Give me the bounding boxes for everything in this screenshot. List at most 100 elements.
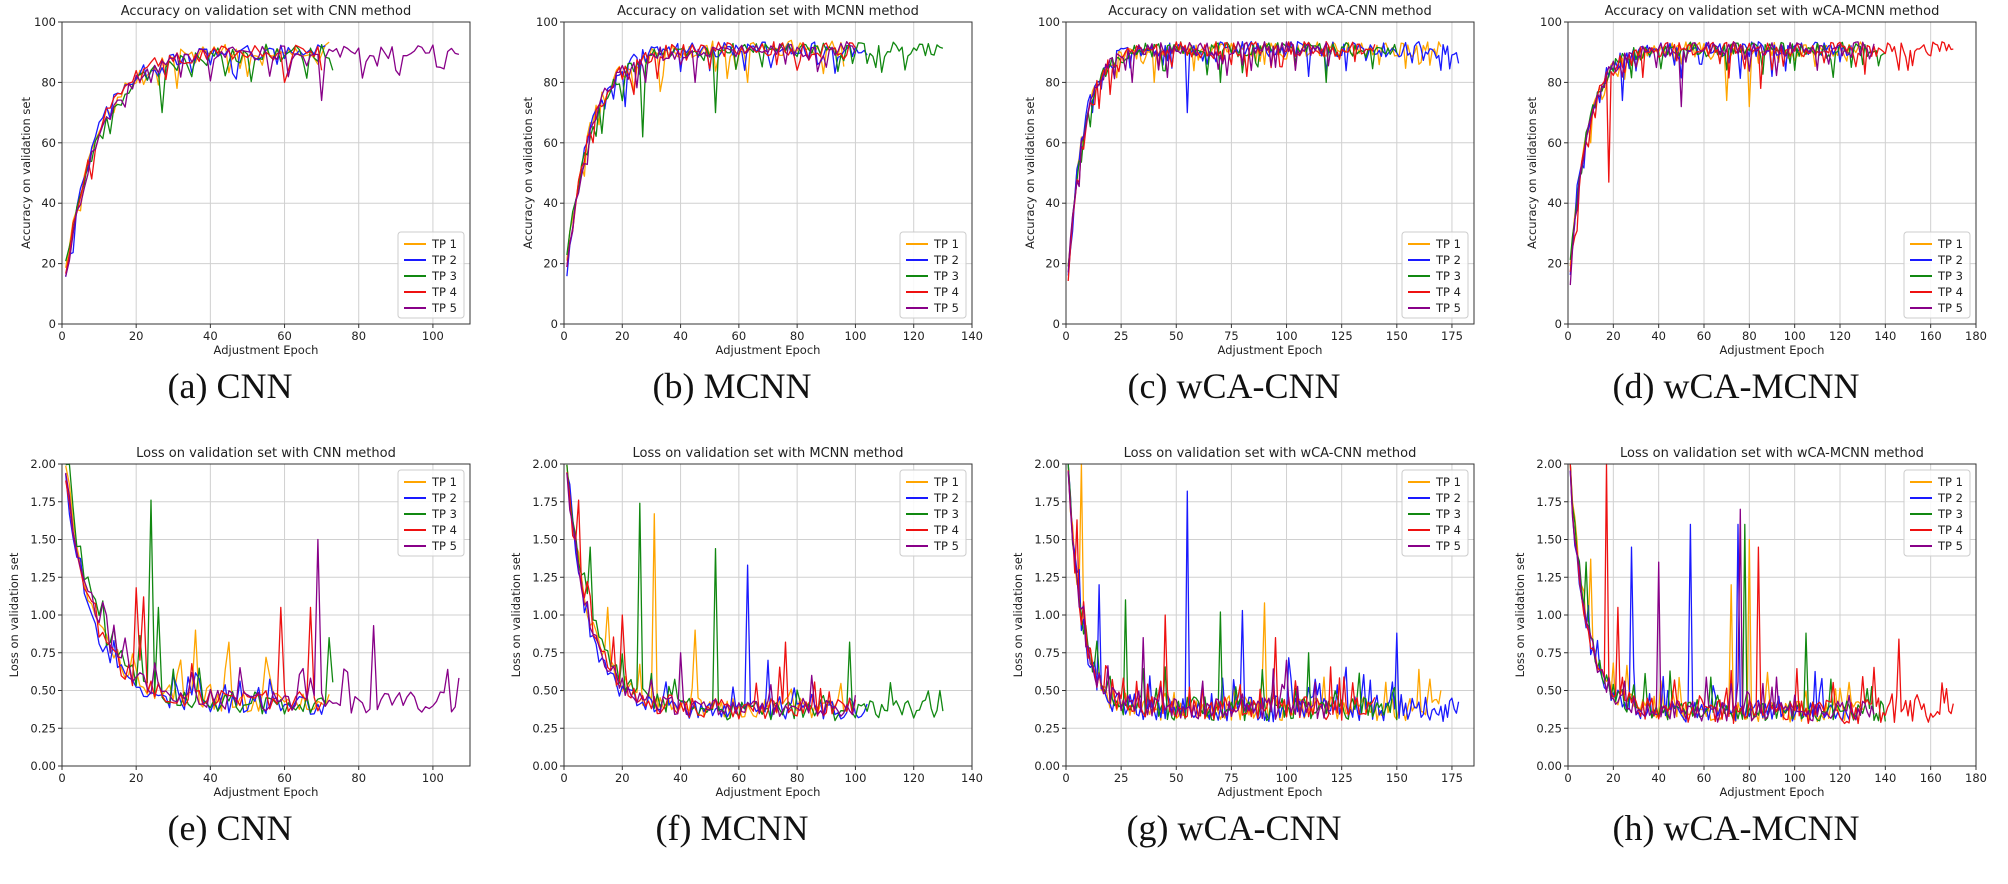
y-tick-label: 100 (34, 15, 56, 29)
x-tick-label: 80 (351, 329, 366, 343)
x-tick-label: 175 (1441, 329, 1463, 343)
x-tick-label: 100 (1276, 771, 1298, 785)
chart-title: Accuracy on validation set with wCA-CNN … (1108, 4, 1432, 19)
x-tick-label: 80 (790, 771, 805, 785)
legend-label-tp2: TP 2 (1435, 491, 1461, 505)
x-tick-label: 40 (1651, 329, 1666, 343)
legend-box (397, 231, 465, 319)
legend-label-tp2: TP 2 (933, 253, 959, 267)
y-tick-label: 1.50 (532, 533, 558, 547)
legend-label-tp4: TP 4 (1435, 523, 1461, 537)
series-line-tp5 (1067, 471, 1332, 720)
x-tick-label: 0 (1062, 329, 1069, 343)
chart-panel-e: 0 20 40 60 80 100 0.00 0.25 0.50 0.75 1.00 1.25 1.50… (0, 442, 502, 884)
y-tick-label: 1.50 (30, 533, 56, 547)
x-tick-label: 0 (1564, 329, 1571, 343)
x-tick-label: 60 (277, 329, 292, 343)
y-tick-label: 0.00 (532, 759, 558, 773)
chart-panel-h: 0 20 40 60 80 100 120 140 160 180 0.00 0.25 0.50 0.75… (1506, 442, 2008, 884)
x-tick-label: 140 (1874, 329, 1896, 343)
x-tick-label: 20 (1606, 771, 1621, 785)
x-tick-label: 140 (1874, 771, 1896, 785)
legend-label-tp3: TP 3 (933, 269, 959, 283)
y-tick-label: 20 (41, 257, 56, 271)
legend-label-tp4: TP 4 (933, 523, 959, 537)
y-axis-label: Accuracy on validation set (1525, 97, 1539, 249)
caption-d: (d) wCA-MCNN (1612, 366, 1860, 406)
legend-label-tp3: TP 3 (1937, 269, 1963, 283)
chart-panel-a: 0 20 40 60 80 100 0 20 40 60 80 100 Accuracy on vali… (0, 0, 502, 442)
legend-label-tp4: TP 4 (1937, 523, 1963, 537)
legend-label-tp5: TP 5 (1937, 539, 1963, 553)
x-tick-label: 60 (277, 771, 292, 785)
chart-accuracy-wca-cnn: 0 25 50 75 100 125 150 175 0 20 40 60 80 100 Accuracy … (1023, 4, 1475, 357)
legend-label-tp1: TP 1 (431, 475, 457, 489)
y-tick-label: 1.25 (1536, 570, 1562, 584)
x-tick-label: 40 (203, 329, 218, 343)
x-tick-label: 140 (961, 329, 983, 343)
legend-box (1903, 469, 1971, 557)
series-line-tp5 (566, 41, 857, 267)
legend-label-tp5: TP 5 (933, 539, 959, 553)
legend-box (899, 231, 967, 319)
x-tick-label: 100 (844, 771, 866, 785)
y-tick-label: 60 (1045, 136, 1060, 150)
y-tick-label: 1.00 (30, 608, 56, 622)
y-axis-label: Accuracy on validation set (19, 97, 33, 249)
legend-label-tp4: TP 4 (431, 285, 457, 299)
legend-label-tp3: TP 3 (1435, 507, 1461, 521)
x-tick-label: 100 (422, 771, 444, 785)
axes-frame (1567, 21, 1977, 325)
y-tick-label: 1.00 (1536, 608, 1562, 622)
y-tick-label: 2.00 (30, 457, 56, 471)
legend-box (397, 469, 465, 557)
chart-title: Loss on validation set with CNN method (136, 446, 396, 461)
chart-title: Accuracy on validation set with MCNN met… (617, 4, 919, 19)
legend-box (1401, 469, 1469, 557)
y-tick-label: 20 (1547, 257, 1562, 271)
legend-label-tp3: TP 3 (431, 507, 457, 521)
x-tick-label: 100 (1784, 771, 1806, 785)
y-tick-label: 100 (1038, 15, 1060, 29)
y-tick-label: 1.50 (1536, 533, 1562, 547)
y-tick-label: 80 (543, 75, 558, 89)
x-tick-label: 125 (1331, 329, 1353, 343)
y-tick-label: 40 (1045, 196, 1060, 210)
y-tick-label: 1.75 (1536, 495, 1562, 509)
legend-label-tp1: TP 1 (431, 237, 457, 251)
legend-label-tp5: TP 5 (933, 301, 959, 315)
x-tick-label: 60 (1697, 771, 1712, 785)
x-tick-label: 75 (1224, 771, 1239, 785)
chart-panel-c: 0 25 50 75 100 125 150 175 0 20 40 60 80 100 Accuracy … (1004, 0, 1506, 442)
caption-a: (a) CNN (167, 366, 293, 406)
y-tick-label: 1.50 (1034, 533, 1060, 547)
y-tick-label: 2.00 (532, 457, 558, 471)
y-tick-label: 80 (1045, 75, 1060, 89)
x-tick-label: 50 (1169, 771, 1184, 785)
y-tick-label: 60 (41, 136, 56, 150)
legend-label-tp4: TP 4 (1435, 285, 1461, 299)
series-line-tp4 (566, 472, 857, 720)
y-tick-label: 2.00 (1034, 457, 1060, 471)
y-tick-label: 0 (1555, 317, 1562, 331)
legend-label-tp5: TP 5 (431, 301, 457, 315)
y-tick-label: 60 (543, 136, 558, 150)
y-tick-label: 0.75 (1536, 646, 1562, 660)
legend-label-tp5: TP 5 (431, 539, 457, 553)
x-tick-label: 0 (560, 329, 567, 343)
axes-frame (61, 21, 471, 325)
legend-label-tp1: TP 1 (933, 475, 959, 489)
x-axis-label: Adjustment Epoch (1218, 785, 1323, 799)
series-line-tp3 (65, 463, 334, 715)
x-tick-label: 80 (351, 771, 366, 785)
y-tick-label: 60 (1547, 136, 1562, 150)
x-tick-label: 175 (1441, 771, 1463, 785)
y-tick-label: 0.50 (532, 684, 558, 698)
x-tick-label: 0 (58, 329, 65, 343)
y-axis-label: Loss on validation set (1011, 552, 1025, 677)
y-tick-label: 0.75 (30, 646, 56, 660)
series-line-tp5 (1569, 41, 1875, 286)
x-tick-label: 20 (129, 771, 144, 785)
caption-f: (f) MCNN (655, 808, 809, 848)
chart-accuracy-cnn: 0 20 40 60 80 100 0 20 40 60 80 100 Accuracy on vali… (19, 4, 471, 357)
